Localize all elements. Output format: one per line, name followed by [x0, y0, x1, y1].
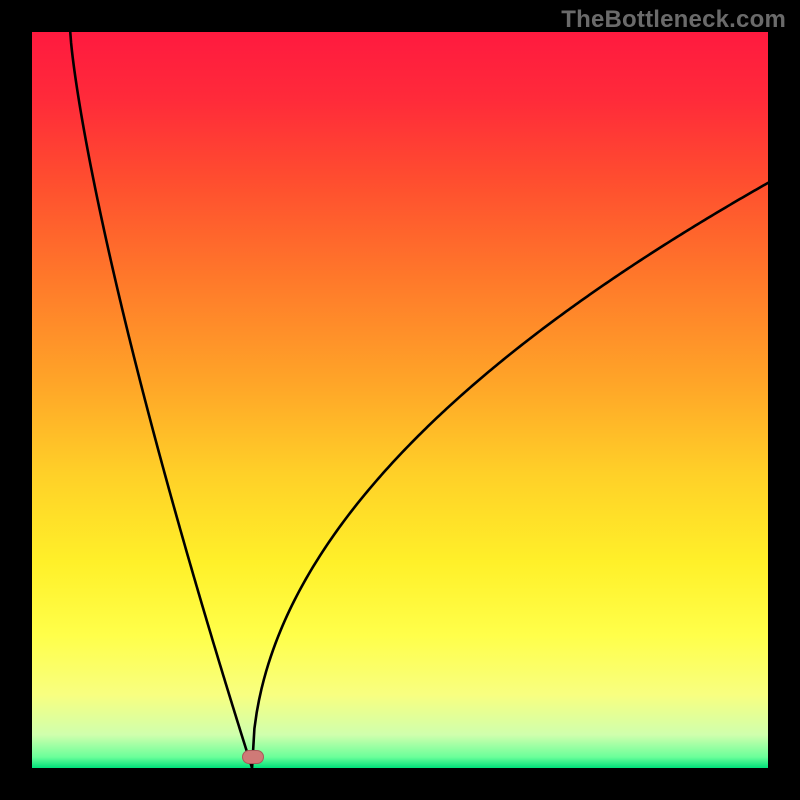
watermark-text: TheBottleneck.com: [561, 6, 786, 34]
optimum-marker: [242, 750, 264, 764]
bottleneck-curve: [32, 32, 768, 768]
canvas: TheBottleneck.com: [0, 0, 800, 800]
plot-area: [32, 32, 768, 768]
